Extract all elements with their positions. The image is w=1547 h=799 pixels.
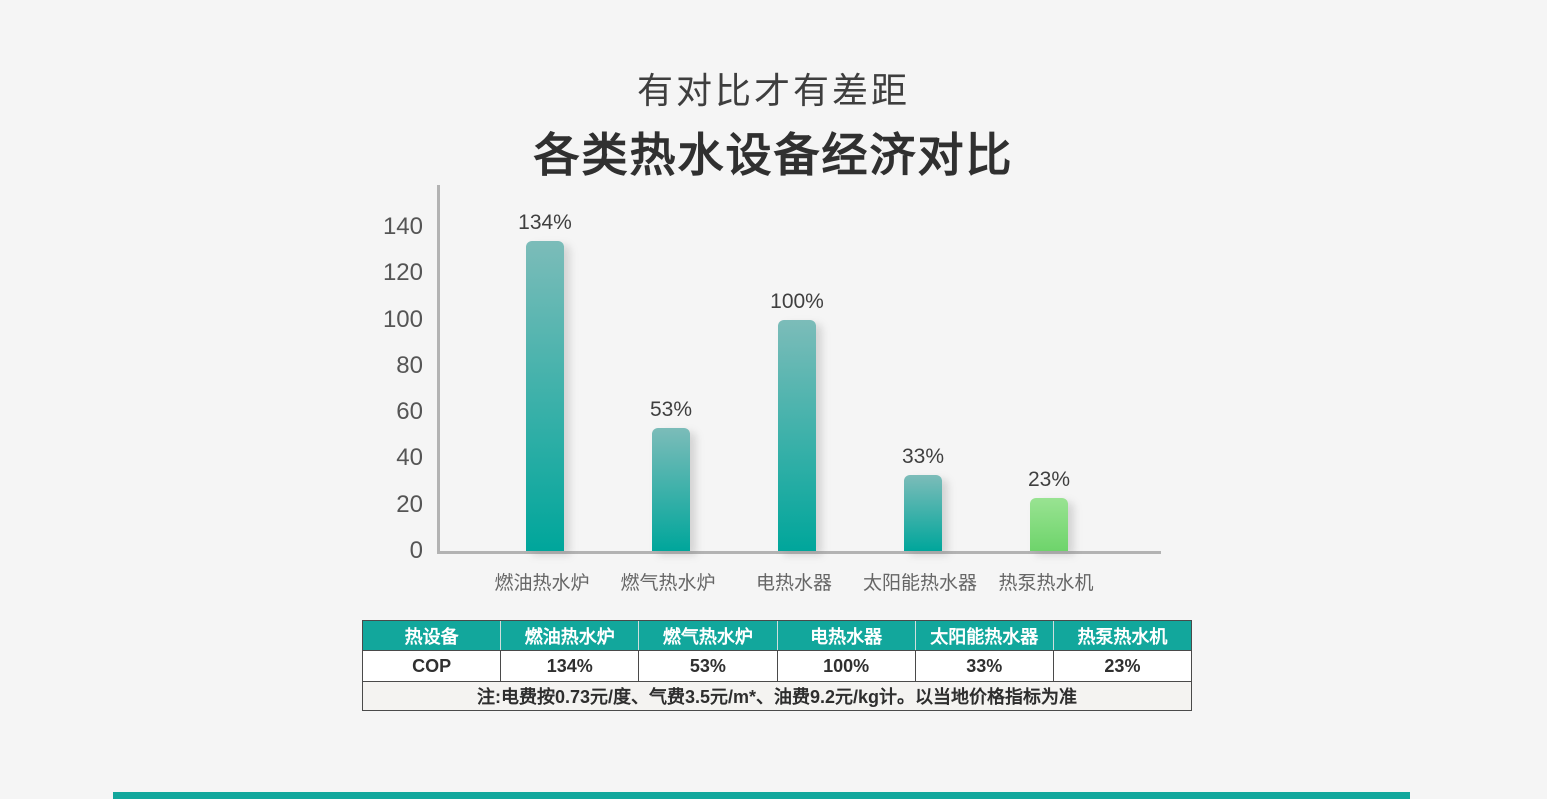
page-subtitle: 有对比才有差距 — [636, 70, 910, 111]
y-tick-120: 120 — [382, 259, 423, 287]
y-tick-40: 40 — [396, 444, 423, 472]
x-axis-label: 太阳能热水器 — [862, 573, 978, 594]
table-header-cell: 太阳能热水器 — [914, 621, 1053, 650]
bar-value-label: 134% — [518, 211, 572, 234]
bar-chart: 0 20 40 60 80 100 120 140 134% 53% 100% 33% 23% — [383, 185, 1161, 564]
table-data-cell: 100% — [776, 651, 915, 681]
footer-accent-bar — [113, 792, 1410, 799]
table-header-cell: 热泵热水机 — [1052, 621, 1191, 650]
y-axis-ticks: 0 20 40 60 80 100 120 140 — [348, 185, 423, 564]
y-tick-80: 80 — [396, 351, 423, 379]
page-title: 各类热水设备经济对比 — [533, 129, 1014, 181]
x-axis-labels: 燃油热水炉 燃气热水炉 电热水器 太阳能热水器 热泵热水机 — [437, 551, 1158, 594]
comparison-table: 热设备 燃油热水炉 燃气热水炉 电热水器 太阳能热水器 热泵热水机 COP 134% 53% 10… — [362, 620, 1192, 711]
bar-2 — [652, 428, 690, 551]
table-header-cell: 电热水器 — [776, 621, 915, 650]
table-header-cell: 热设备 — [404, 626, 459, 647]
table-note-row: 注:电费按0.73元/度、气费3.5元/m*、油费9.2元/kg计。以当地价格指… — [363, 681, 1191, 710]
table-data-row: COP 134% 53% 100% 33% 23% — [363, 650, 1191, 681]
bar-1 — [526, 241, 564, 551]
bar-value-label: 23% — [1027, 468, 1071, 491]
table-data-cell: 53% — [638, 651, 776, 681]
table-header-row: 热设备 燃油热水炉 燃气热水炉 电热水器 太阳能热水器 热泵热水机 — [363, 621, 1191, 650]
bar-4 — [904, 475, 942, 551]
x-axis-label: 电热水器 — [755, 573, 833, 594]
bar-3 — [778, 320, 816, 551]
table-header-cell: 燃气热水炉 — [638, 621, 776, 650]
table-data-cell: COP — [412, 655, 452, 676]
x-axis-label: 热泵热水机 — [998, 573, 1094, 594]
table-header-cell: 燃油热水炉 — [500, 621, 638, 650]
y-tick-100: 100 — [382, 305, 423, 333]
bar-value-label: 53% — [649, 398, 693, 421]
bar-value-label: 33% — [901, 445, 945, 468]
table-data-cell: 33% — [914, 651, 1053, 681]
y-tick-0: 0 — [409, 537, 423, 564]
bar-5 — [1030, 498, 1068, 551]
table-data-cell: 23% — [1052, 651, 1191, 681]
y-tick-60: 60 — [396, 398, 423, 426]
bar-value-label: 100% — [770, 290, 824, 313]
y-tick-140: 140 — [382, 213, 423, 240]
header: 有对比才有差距 各类热水设备经济对比 — [0, 62, 1547, 185]
table-data-cell: 134% — [500, 651, 638, 681]
x-axis-label: 燃气热水炉 — [620, 573, 716, 594]
y-tick-20: 20 — [396, 490, 423, 518]
x-axis-label: 燃油热水炉 — [494, 573, 590, 594]
